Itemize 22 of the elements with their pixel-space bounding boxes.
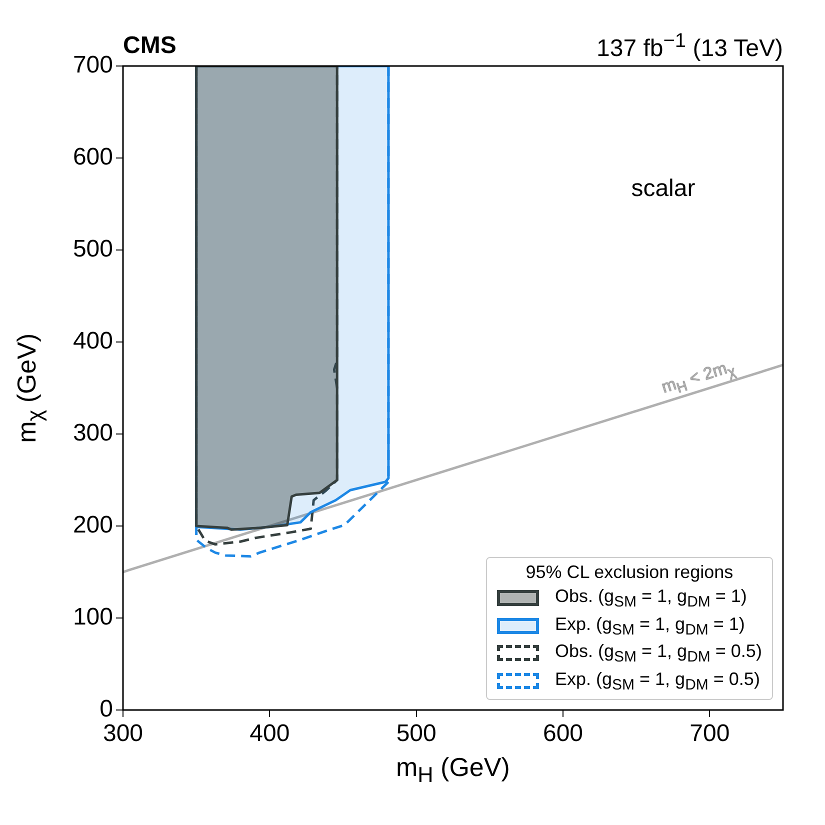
x-tick-label: 700: [690, 720, 730, 748]
y-tick-label: 600: [72, 144, 113, 171]
x-tick-label: 400: [250, 720, 290, 748]
x-tick-label: 600: [542, 720, 584, 748]
x-tick-label: 300: [102, 720, 144, 748]
y-tick-label: 300: [72, 420, 113, 447]
y-tick-label: 400: [72, 328, 113, 355]
legend-label: Obs. (g$_{SM}$ = 1, g$_{DM}$ = 1): [555, 586, 747, 611]
chart-subtitle: 137 fb$^{−1}$ (13 TeV): [596, 30, 783, 63]
y-tick-label: 700: [72, 52, 113, 79]
x-axis-title: m$_{H}$ (GeV): [396, 752, 510, 788]
legend-label: Exp. (g$_{SM}$ = 1, g$_{DM}$ = 0.5): [555, 668, 760, 694]
x-tick-label: 500: [396, 720, 436, 748]
y-tick-label: 100: [72, 604, 113, 631]
chart-title: CMS: [123, 32, 176, 60]
y-tick-label: 0: [100, 696, 113, 723]
annotation: scalar: [631, 175, 696, 204]
legend-label: Exp. (g$_{SM}$ = 1, g$_{DM}$ = 1): [555, 614, 745, 638]
y-tick-label: 200: [72, 512, 113, 539]
legend-label: Obs. (g$_{SM}$ = 1, g$_{DM}$ = 0.5): [555, 641, 762, 666]
y-tick-label: 500: [72, 236, 113, 263]
legend-title: 95% CL exclusion regions: [524, 562, 734, 583]
